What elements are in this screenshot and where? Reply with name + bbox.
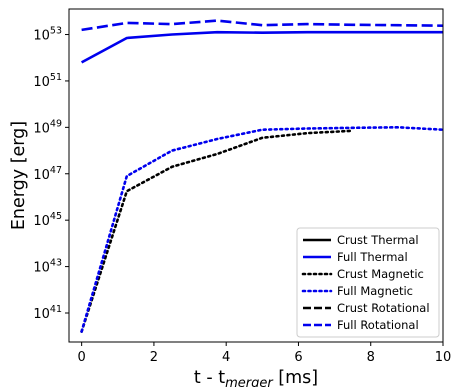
x-tick-label: 8 (367, 350, 375, 365)
legend-box (296, 227, 440, 338)
series-line-crust-magnetic (80, 129, 355, 333)
x-axis-label: t - tmerger [ms] (194, 368, 318, 387)
y-tick-label: 1043 (33, 258, 62, 276)
legend-label-crust-rotational: Crust Rotational (337, 301, 430, 315)
plot-lines (80, 19, 445, 333)
x-tick-label: 10 (435, 350, 452, 365)
x-tick-label: 0 (78, 350, 86, 365)
y-tick-label: 1041 (33, 304, 62, 322)
series-line-full-magnetic (80, 126, 445, 333)
x-tick-label: 4 (222, 350, 230, 365)
legend-label-crust-magnetic: Crust Magnetic (337, 267, 424, 281)
legend-label-full-rotational: Full Rotational (337, 318, 419, 332)
y-axis-ticks: 1041 1043 1045 1047 1049 1051 1053 (33, 26, 69, 322)
x-axis-label-main: t - t (194, 368, 225, 387)
legend-label-crust-thermal: Crust Thermal (337, 233, 419, 247)
legend-label-full-magnetic: Full Magnetic (337, 284, 413, 298)
y-tick-label: 1053 (33, 26, 62, 44)
plot-frame (68, 8, 444, 343)
y-axis-label: Energy [erg] (9, 121, 29, 230)
x-axis-label-unit: [ms] (273, 368, 318, 387)
y-tick-label: 1049 (33, 118, 62, 136)
x-axis-ticks: 0 2 4 6 8 10 (78, 342, 452, 365)
legend: Crust Thermal Full Thermal Crust Magnetic F… (296, 227, 440, 338)
x-axis-label-subscript: merger (225, 376, 274, 387)
series-line-full-thermal (80, 30, 443, 64)
legend-label-full-thermal: Full Thermal (337, 250, 408, 264)
x-tick-label: 2 (150, 350, 158, 365)
series-line-full-rotational (81, 19, 444, 32)
y-tick-label: 1047 (33, 165, 62, 183)
y-tick-label: 1045 (33, 211, 62, 229)
x-tick-label: 6 (294, 350, 302, 365)
y-tick-label: 1051 (33, 72, 62, 90)
